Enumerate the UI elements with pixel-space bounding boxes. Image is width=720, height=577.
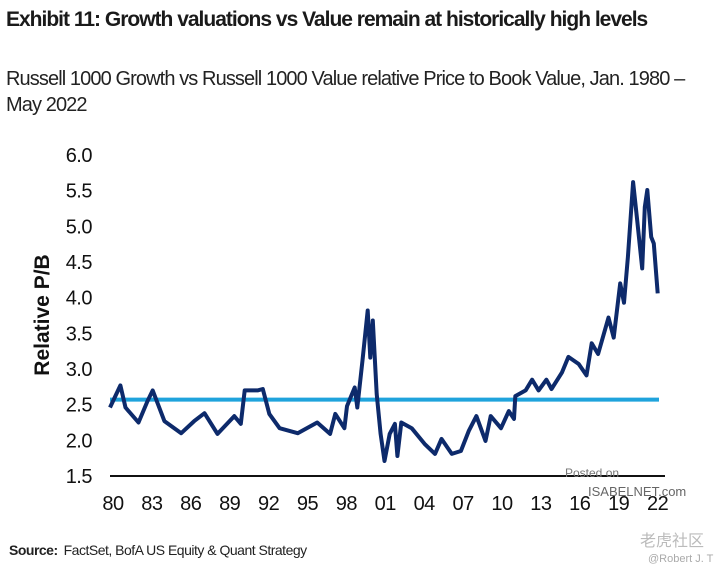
x-tick-label: 01 xyxy=(375,493,397,515)
y-tick-label: 5.0 xyxy=(66,216,93,238)
y-axis-label: Relative P/B xyxy=(31,254,54,375)
watermark-author: @Robert J. T xyxy=(648,553,714,565)
y-tick-label: 3.0 xyxy=(66,359,93,381)
x-tick-label: 22 xyxy=(647,493,669,515)
series-line xyxy=(108,180,660,463)
chart-subtitle: Russell 1000 Growth vs Russell 1000 Valu… xyxy=(6,68,685,116)
y-tick-label: 6.0 xyxy=(66,145,93,167)
x-tick-label: 86 xyxy=(180,493,202,515)
x-tick-label: 19 xyxy=(608,493,630,515)
y-tick-label: 4.0 xyxy=(66,288,93,310)
x-tick-label: 07 xyxy=(452,493,474,515)
watermark-community: 老虎社区 xyxy=(640,533,705,550)
x-tick-label: 16 xyxy=(569,493,591,515)
x-tick-label: 92 xyxy=(258,493,280,515)
source-note: Source: FactSet, BofA US Equity & Quant S… xyxy=(9,542,307,558)
y-tick-label: 4.5 xyxy=(66,252,93,274)
source-text: FactSet, BofA US Equity & Quant Strategy xyxy=(63,542,308,558)
x-tick-label: 98 xyxy=(336,493,358,515)
y-tick-label: 1.5 xyxy=(66,466,93,488)
watermark-site: ISABELNET.com xyxy=(588,484,687,499)
y-tick-label: 2.0 xyxy=(66,430,93,452)
x-tick-label: 95 xyxy=(297,493,319,515)
y-tick-label: 3.5 xyxy=(66,323,93,345)
source-label: Source: xyxy=(9,542,58,558)
watermark-posted-on: Posted on xyxy=(565,466,620,480)
y-tick-label: 5.5 xyxy=(66,181,93,203)
x-tick-label: 83 xyxy=(141,493,163,515)
x-tick-label: 04 xyxy=(414,493,436,515)
y-tick-label: 2.5 xyxy=(66,395,93,417)
x-tick-label: 80 xyxy=(102,493,124,515)
x-tick-label: 89 xyxy=(219,493,241,515)
chart-title: Exhibit 11: Growth valuations vs Value r… xyxy=(6,8,648,31)
x-tick-label: 13 xyxy=(530,493,552,515)
x-tick-label: 10 xyxy=(491,493,513,515)
